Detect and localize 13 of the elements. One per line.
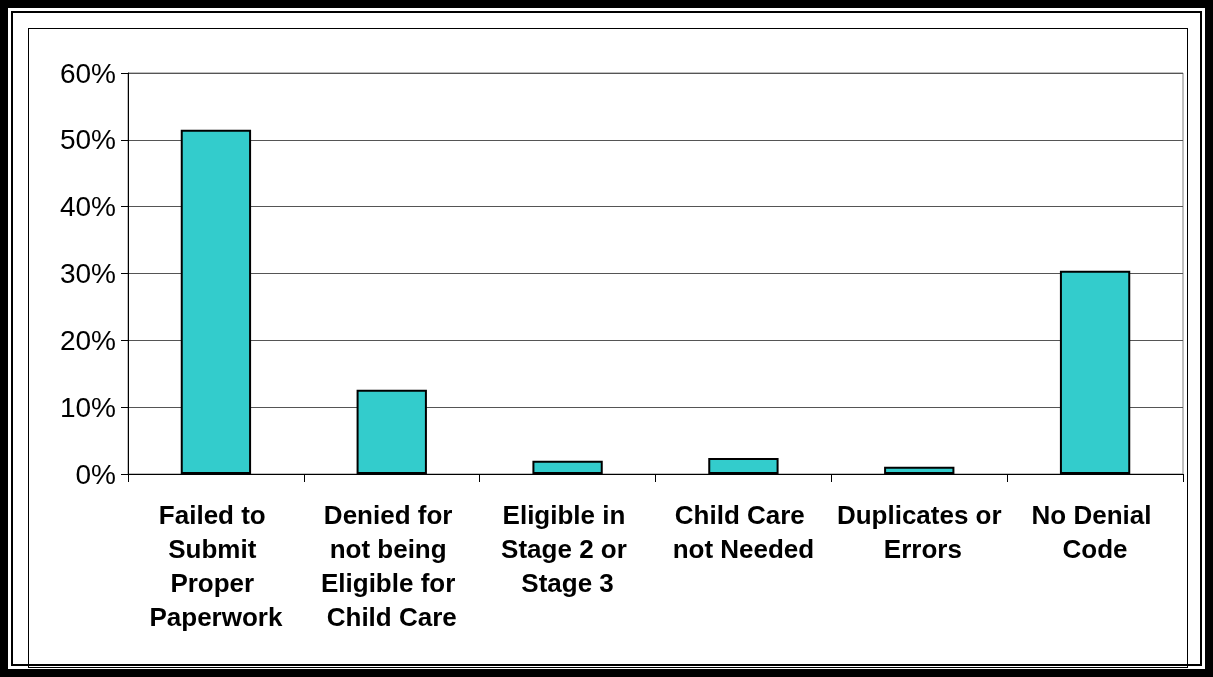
y-tick-label: 40% — [59, 191, 116, 223]
y-tick-label: 10% — [59, 391, 116, 423]
x-tick-label: Child Care not Needed — [672, 500, 815, 564]
y-tick-label: 20% — [59, 324, 116, 356]
x-tick-label: No Denial Code — [1031, 500, 1159, 564]
y-tick-label: 30% — [59, 258, 116, 289]
y-tick-label: 50% — [59, 124, 116, 156]
x-tick-label: Duplicates or Errors — [836, 500, 1002, 564]
x-tick-label: Eligible in Stage 2 or Stage 3 — [501, 500, 635, 598]
y-tick-label: 60% — [59, 57, 116, 89]
x-tick-label: Denied for not being Eligible for Child Care — [320, 500, 463, 632]
y-tick-label: 0% — [75, 458, 116, 490]
x-tick-label: Failed to Submit Proper Paperwork — [149, 500, 283, 632]
